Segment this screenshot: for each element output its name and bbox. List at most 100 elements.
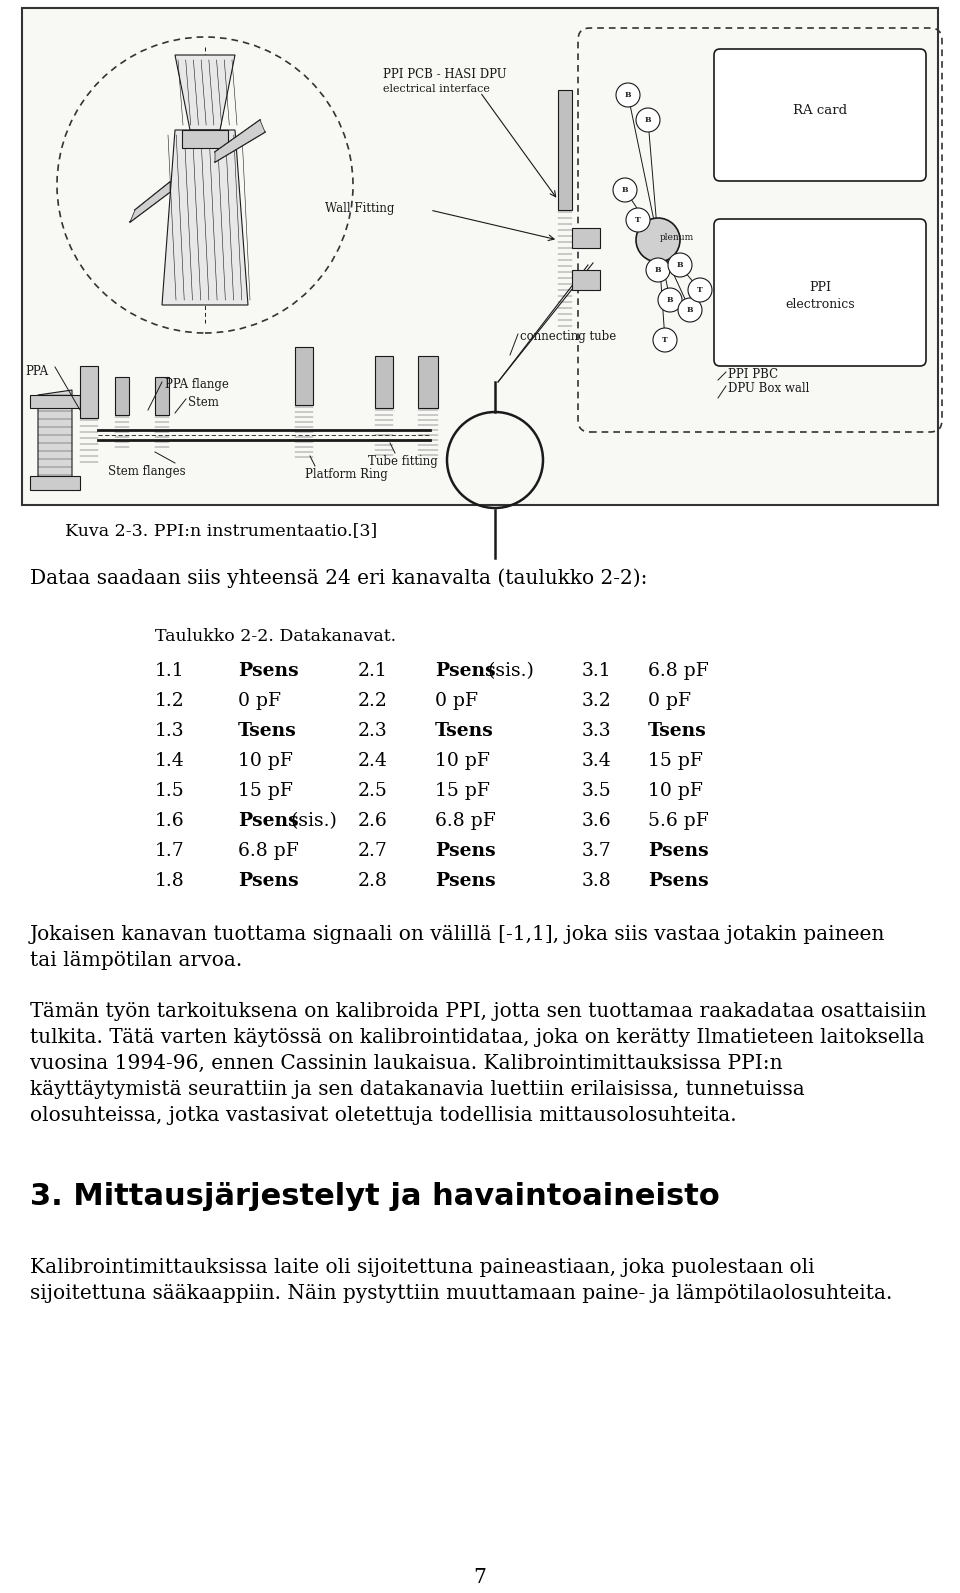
Text: 1.6: 1.6 xyxy=(155,812,184,830)
Text: 10 pF: 10 pF xyxy=(435,752,490,769)
Text: 1.5: 1.5 xyxy=(155,782,184,800)
Text: B: B xyxy=(622,186,628,194)
Text: 10 pF: 10 pF xyxy=(238,752,293,769)
Text: Jokaisen kanavan tuottama signaali on välillä [-1,1], joka siis vastaa jotakin p: Jokaisen kanavan tuottama signaali on vä… xyxy=(30,926,885,945)
Text: PPI PCB - HASI DPU: PPI PCB - HASI DPU xyxy=(383,68,507,81)
Text: Tsens: Tsens xyxy=(238,722,297,741)
Bar xyxy=(572,269,600,290)
Text: 3.4: 3.4 xyxy=(582,752,612,769)
Text: Stem flanges: Stem flanges xyxy=(108,465,185,478)
Text: Tsens: Tsens xyxy=(435,722,493,741)
Text: PPA flange: PPA flange xyxy=(165,378,228,390)
Text: Taulukko 2-2. Datakanavat.: Taulukko 2-2. Datakanavat. xyxy=(155,628,396,645)
Text: electronics: electronics xyxy=(785,298,854,311)
Text: 5.6 pF: 5.6 pF xyxy=(648,812,708,830)
Text: 1.7: 1.7 xyxy=(155,843,184,860)
Text: 15 pF: 15 pF xyxy=(435,782,490,800)
Text: (sis.): (sis.) xyxy=(482,663,534,680)
Text: 15 pF: 15 pF xyxy=(238,782,293,800)
Text: 3.1: 3.1 xyxy=(582,663,612,680)
Bar xyxy=(182,131,228,148)
Text: 3.3: 3.3 xyxy=(582,722,612,741)
Text: B: B xyxy=(667,296,673,304)
Text: 2.5: 2.5 xyxy=(358,782,388,800)
Text: PPI: PPI xyxy=(809,280,831,295)
Text: Dataa saadaan siis yhteensä 24 eri kanavalta (taulukko 2-2):: Dataa saadaan siis yhteensä 24 eri kanav… xyxy=(30,569,647,588)
Polygon shape xyxy=(30,476,80,491)
Text: 1.8: 1.8 xyxy=(155,871,184,890)
Text: 2.8: 2.8 xyxy=(358,871,388,890)
Bar xyxy=(418,355,438,408)
Text: 2.1: 2.1 xyxy=(358,663,388,680)
Text: 3.8: 3.8 xyxy=(582,871,612,890)
Text: Psens: Psens xyxy=(238,812,299,830)
Polygon shape xyxy=(162,131,248,304)
Text: 1.2: 1.2 xyxy=(155,691,184,710)
Text: tulkita. Tätä varten käytössä on kalibrointidataa, joka on kerätty Ilmatieteen l: tulkita. Tätä varten käytössä on kalibro… xyxy=(30,1027,924,1047)
Bar xyxy=(22,8,938,505)
Text: 3.7: 3.7 xyxy=(582,843,612,860)
Circle shape xyxy=(636,218,680,261)
Circle shape xyxy=(636,108,660,132)
Text: 2.4: 2.4 xyxy=(358,752,388,769)
Text: vuosina 1994-96, ennen Cassinin laukaisua. Kalibrointimittauksissa PPI:n: vuosina 1994-96, ennen Cassinin laukaisu… xyxy=(30,1055,782,1074)
Text: 1.4: 1.4 xyxy=(155,752,184,769)
Text: B: B xyxy=(625,91,632,99)
Text: Psens: Psens xyxy=(648,871,708,890)
Text: sijoitettuna sääkaappiin. Näin pystyttiin muuttamaan paine- ja lämpötilaolosuhte: sijoitettuna sääkaappiin. Näin pystyttii… xyxy=(30,1284,893,1303)
Text: Psens: Psens xyxy=(435,871,495,890)
Text: (sis.): (sis.) xyxy=(285,812,337,830)
FancyBboxPatch shape xyxy=(714,49,926,182)
Text: T: T xyxy=(662,336,668,344)
Text: 6.8 pF: 6.8 pF xyxy=(238,843,299,860)
Text: Kalibrointimittauksissa laite oli sijoitettuna paineastiaan, joka puolestaan oli: Kalibrointimittauksissa laite oli sijoit… xyxy=(30,1258,815,1278)
Text: DPU Box wall: DPU Box wall xyxy=(728,382,809,395)
Text: 2.7: 2.7 xyxy=(358,843,388,860)
Text: Tsens: Tsens xyxy=(648,722,707,741)
Text: Psens: Psens xyxy=(238,663,299,680)
Text: electrical interface: electrical interface xyxy=(383,84,490,94)
Text: Psens: Psens xyxy=(648,843,708,860)
Circle shape xyxy=(688,279,712,303)
Text: Tämän työn tarkoituksena on kalibroida PPI, jotta sen tuottamaa raakadataa osatt: Tämän työn tarkoituksena on kalibroida P… xyxy=(30,1002,926,1021)
Polygon shape xyxy=(30,395,80,408)
Bar xyxy=(572,228,600,249)
Polygon shape xyxy=(215,119,265,162)
Polygon shape xyxy=(130,182,170,221)
Text: 15 pF: 15 pF xyxy=(648,752,703,769)
Bar xyxy=(558,89,572,210)
Polygon shape xyxy=(175,56,235,131)
Text: Psens: Psens xyxy=(435,663,495,680)
Text: 2.2: 2.2 xyxy=(358,691,388,710)
Bar xyxy=(115,378,129,416)
Text: 3. Mittausjärjestelyt ja havaintoaineisto: 3. Mittausjärjestelyt ja havaintoaineist… xyxy=(30,1182,720,1211)
Circle shape xyxy=(658,288,682,312)
Text: Wall Fitting: Wall Fitting xyxy=(325,202,395,215)
Text: 3.5: 3.5 xyxy=(582,782,612,800)
Text: 6.8 pF: 6.8 pF xyxy=(648,663,708,680)
Text: 0 pF: 0 pF xyxy=(648,691,691,710)
Text: PPI PBC: PPI PBC xyxy=(728,368,779,381)
Text: 1.3: 1.3 xyxy=(155,722,184,741)
Text: PPA: PPA xyxy=(25,365,48,378)
Text: T: T xyxy=(636,217,641,225)
Text: 2.3: 2.3 xyxy=(358,722,388,741)
Bar xyxy=(80,366,98,417)
Text: RA card: RA card xyxy=(793,104,847,116)
FancyBboxPatch shape xyxy=(714,218,926,366)
Text: 7: 7 xyxy=(473,1568,487,1587)
Text: Psens: Psens xyxy=(435,843,495,860)
Circle shape xyxy=(626,209,650,233)
Circle shape xyxy=(653,328,677,352)
Text: T: T xyxy=(697,287,703,295)
Circle shape xyxy=(613,178,637,202)
Text: 10 pF: 10 pF xyxy=(648,782,703,800)
Text: B: B xyxy=(645,116,651,124)
Circle shape xyxy=(678,298,702,322)
Text: 0 pF: 0 pF xyxy=(238,691,281,710)
Text: 3.6: 3.6 xyxy=(582,812,612,830)
Text: Platform Ring: Platform Ring xyxy=(305,468,388,481)
Bar xyxy=(375,355,393,408)
Text: Tube fitting: Tube fitting xyxy=(368,456,438,468)
Text: Psens: Psens xyxy=(238,871,299,890)
